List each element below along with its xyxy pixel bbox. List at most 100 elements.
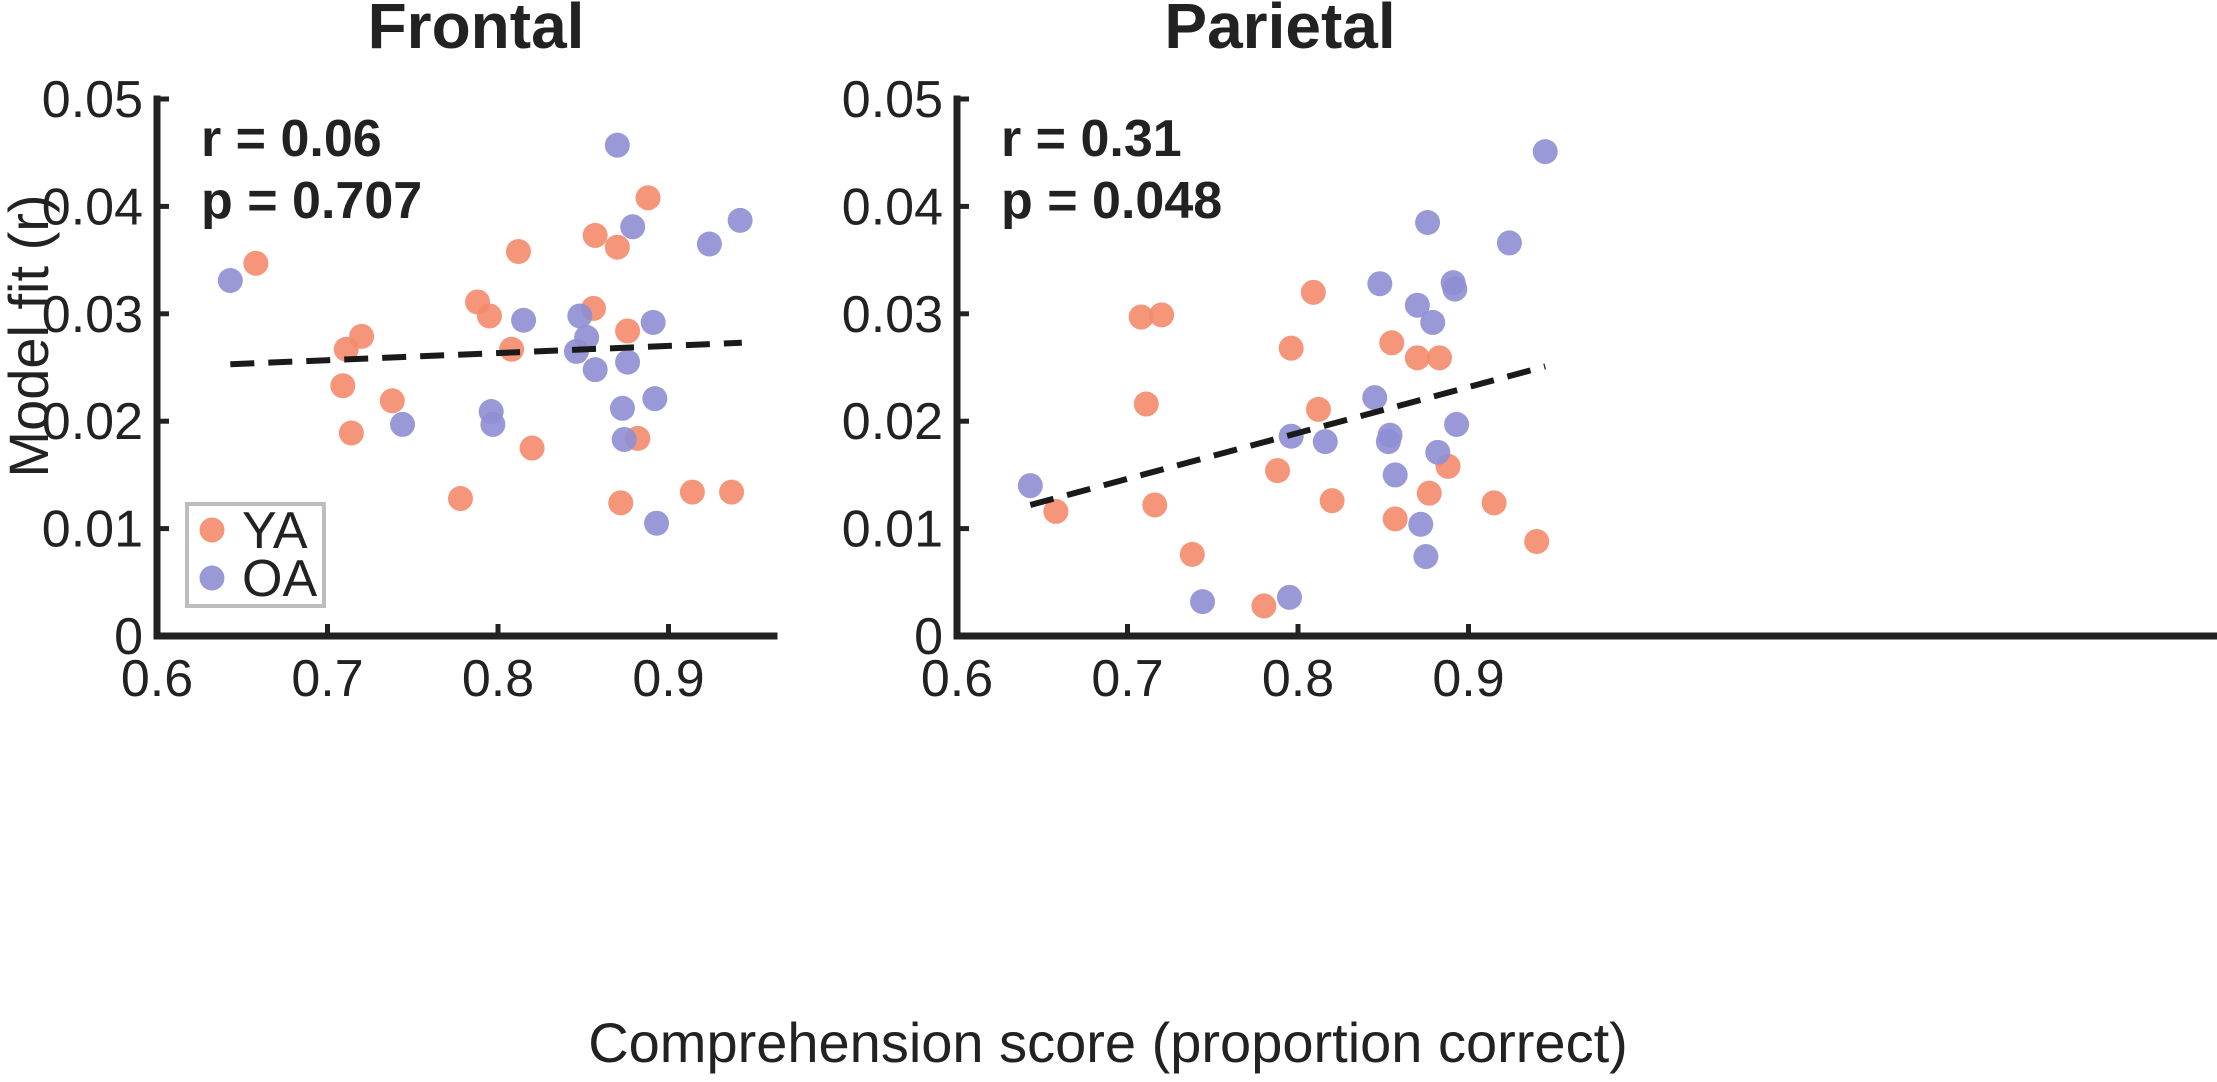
point-oa (480, 411, 506, 437)
point-ya (1379, 330, 1405, 356)
point-oa (582, 357, 608, 383)
point-oa (390, 411, 416, 437)
x-tick-label: 0.6 (121, 650, 193, 708)
point-ya (1128, 304, 1154, 330)
panel-title: Parietal (1164, 0, 1395, 62)
point-oa (1408, 511, 1434, 537)
regression-line (1029, 363, 1547, 508)
point-ya (519, 435, 545, 461)
point-oa (696, 231, 722, 257)
legend-label-oa: OA (242, 550, 317, 608)
point-ya (1427, 345, 1453, 371)
y-tick-label: 0 (114, 608, 143, 666)
panel-title: Frontal (368, 0, 585, 62)
point-ya (679, 479, 705, 505)
point-oa (1276, 584, 1302, 610)
point-ya (608, 490, 634, 516)
point-ya (1382, 506, 1408, 532)
y-tick-label: 0.02 (42, 393, 143, 451)
point-ya (1524, 528, 1550, 554)
point-ya (1300, 279, 1326, 305)
y-tick-label: 0.01 (42, 501, 143, 559)
x-tick-label: 0.9 (632, 650, 704, 708)
point-oa (1425, 439, 1451, 465)
y-axis-label: Model fit (r) (0, 194, 60, 477)
panel-parietal: Parietal 0 0.01 0.02 0.03 0.04 0.05 0.6 0.7 0.8 0.… (842, 0, 2217, 708)
point-oa (615, 349, 641, 375)
point-ya (1305, 396, 1331, 422)
point-oa (727, 207, 753, 233)
point-oa (604, 132, 630, 158)
legend-marker-ya (199, 517, 225, 543)
y-tick-label: 0.04 (842, 178, 943, 236)
point-oa (620, 214, 646, 240)
point-ya (1179, 541, 1205, 567)
x-axis-label: Comprehension score (proportion correct) (588, 1011, 1628, 1074)
points-group (217, 132, 753, 536)
point-ya (604, 234, 630, 260)
point-oa (1190, 589, 1216, 615)
stat-p: p = 0.048 (1001, 172, 1222, 230)
point-ya (1043, 498, 1069, 524)
point-ya (1149, 302, 1175, 328)
y-tick-label: 0.01 (842, 501, 943, 559)
point-oa (1404, 292, 1430, 318)
legend-marker-oa (199, 565, 225, 591)
point-ya (719, 479, 745, 505)
point-oa (574, 324, 600, 350)
regression-line (230, 339, 742, 368)
y-tick-label: 0.03 (42, 286, 143, 344)
point-oa (1442, 276, 1468, 302)
point-oa (644, 510, 670, 536)
point-oa (1377, 422, 1403, 448)
point-ya (447, 486, 473, 512)
point-oa (611, 426, 637, 452)
point-ya (1481, 490, 1507, 516)
point-oa (642, 386, 668, 412)
point-ya (499, 336, 525, 362)
y-tick-label: 0.04 (42, 178, 143, 236)
x-tick-label: 0.7 (1091, 650, 1163, 708)
x-tick-label: 0.9 (1432, 650, 1504, 708)
y-tick-label: 0.02 (842, 393, 943, 451)
point-ya (1133, 391, 1159, 417)
x-tick-label: 0.7 (291, 650, 363, 708)
x-tick-label: 0.8 (1262, 650, 1334, 708)
x-tick-label: 0.6 (921, 650, 993, 708)
point-oa (1496, 230, 1522, 256)
point-oa (1413, 544, 1439, 570)
point-ya (615, 318, 641, 344)
point-ya (1251, 593, 1277, 619)
point-ya (1278, 335, 1304, 361)
y-tick-label: 0.05 (42, 71, 143, 129)
panel-frontal: Frontal 0 0.01 0.02 0.03 0.04 0.05 0.6 0.7 0.8 0.9… (42, 0, 778, 708)
point-ya (379, 388, 405, 414)
point-oa (1017, 473, 1043, 499)
point-oa (1532, 139, 1558, 165)
x-tick-label: 0.8 (462, 650, 534, 708)
point-oa (1415, 210, 1441, 236)
point-oa (511, 307, 537, 333)
point-ya (505, 239, 531, 265)
legend-label-ya: YA (242, 502, 308, 560)
points-group (1017, 139, 1558, 619)
point-oa (1420, 309, 1446, 335)
point-ya (1265, 458, 1291, 484)
y-tick-label: 0 (914, 608, 943, 666)
point-ya (1319, 488, 1345, 514)
point-oa (1312, 429, 1338, 455)
stat-p: p = 0.707 (201, 172, 422, 230)
point-oa (567, 303, 593, 329)
point-ya (338, 420, 364, 446)
point-oa (1362, 385, 1388, 411)
point-ya (1416, 480, 1442, 506)
point-ya (349, 323, 375, 349)
point-oa (640, 309, 666, 335)
point-ya (635, 185, 661, 211)
point-oa (1367, 271, 1393, 297)
y-tick-label: 0.03 (842, 286, 943, 344)
stat-r: r = 0.06 (201, 110, 382, 168)
y-tick-label: 0.05 (842, 71, 943, 129)
